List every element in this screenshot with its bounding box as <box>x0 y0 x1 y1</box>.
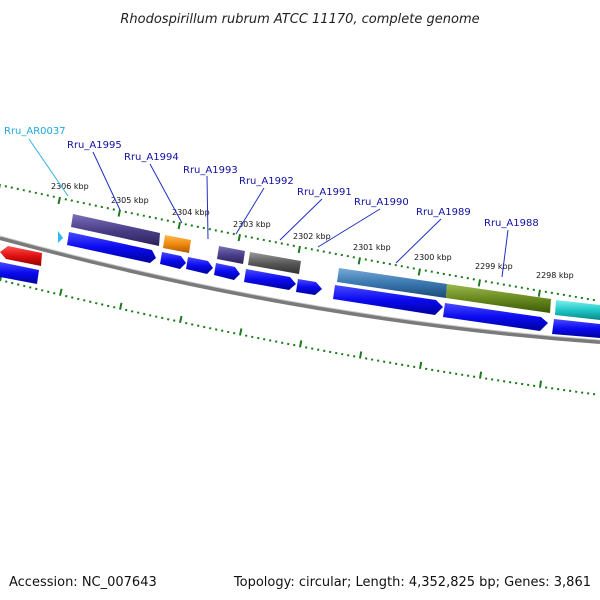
tick-label-2299: 2299 kbp <box>475 262 513 271</box>
minor-tick <box>23 284 26 288</box>
minor-tick <box>95 301 98 305</box>
major-tick <box>119 302 123 310</box>
minor-tick <box>5 280 8 283</box>
major-tick <box>359 351 363 359</box>
major-tick <box>297 245 301 254</box>
minor-tick <box>35 287 38 291</box>
outer-tick-ring <box>0 184 595 302</box>
minor-tick <box>89 300 92 303</box>
rna-marker-ar0037[interactable] <box>58 231 63 243</box>
major-tick <box>477 279 481 287</box>
minor-tick <box>71 296 74 299</box>
label-leaders <box>28 138 509 278</box>
gene-label-1989[interactable]: Rru_A1989 <box>416 207 471 218</box>
leader-1992 <box>235 187 265 235</box>
leader-1989 <box>395 218 442 264</box>
major-tick <box>177 221 181 230</box>
cds-arrow-1990[interactable] <box>333 285 443 315</box>
major-tick <box>59 288 63 296</box>
topology-text: Topology: circular; Length: 4,352,825 bp… <box>233 575 591 590</box>
gene-label-ar0037[interactable]: Rru_AR0037 <box>4 126 66 137</box>
tick-labels: 2306 kbp 2305 kbp 2304 kbp 2303 kbp 2302… <box>51 182 574 280</box>
map-title: Rhodospirillum rubrum ATCC 11170, comple… <box>120 12 479 27</box>
leader-ar0037 <box>28 138 69 197</box>
gene-label-1995[interactable]: Rru_A1995 <box>67 140 122 151</box>
major-tick <box>417 268 421 276</box>
cds-arrow-1988[interactable] <box>552 319 600 338</box>
minor-tick <box>41 289 44 292</box>
cog-feature-1995[interactable] <box>71 214 160 246</box>
major-tick <box>117 209 121 217</box>
minor-tick <box>11 281 14 285</box>
cds-arrow-1994[interactable] <box>160 252 186 269</box>
major-tick <box>237 234 241 242</box>
cog-feature-1992[interactable] <box>248 252 301 274</box>
gene-label-1992[interactable]: Rru_A1992 <box>239 176 294 187</box>
cds-arrow-1992[interactable] <box>244 269 296 290</box>
cds-arrow-1991[interactable] <box>296 279 322 295</box>
tick-label-2304: 2304 kbp <box>172 208 210 217</box>
cds-arrow-left-blue[interactable] <box>0 262 39 284</box>
gene-label-1988[interactable]: Rru_A1988 <box>484 218 539 229</box>
minor-tick <box>83 299 86 302</box>
major-tick <box>419 361 423 369</box>
cds-arrow-1993[interactable] <box>214 263 240 280</box>
major-tick <box>299 340 303 348</box>
gene-label-1994[interactable]: Rru_A1994 <box>124 152 179 163</box>
tick-label-2298: 2298 kbp <box>536 271 574 280</box>
tick-label-2305: 2305 kbp <box>111 196 149 205</box>
cog-feature-1994[interactable] <box>163 235 191 253</box>
cds-arrow-1989[interactable] <box>443 303 548 331</box>
cog-feature-1990[interactable] <box>337 268 447 298</box>
cds-arrow-1995[interactable] <box>67 232 156 263</box>
inner-tick-ring <box>0 273 596 396</box>
cog-track <box>71 214 600 320</box>
cds-track-forward <box>67 232 600 338</box>
gene-labels: Rru_AR0037 Rru_A1995 Rru_A1994 Rru_A1993… <box>4 126 539 229</box>
cog-feature-1989[interactable] <box>446 284 551 313</box>
major-tick <box>357 257 361 265</box>
gene-label-1991[interactable]: Rru_A1991 <box>297 187 352 198</box>
minor-tick <box>53 292 56 295</box>
major-tick <box>537 289 541 297</box>
cog-feature-1988[interactable] <box>555 300 600 320</box>
major-tick <box>539 380 542 388</box>
major-tick <box>239 328 243 336</box>
tick-label-2306: 2306 kbp <box>51 182 89 191</box>
cds-arrow-1993a[interactable] <box>186 257 213 274</box>
major-tick <box>179 315 183 324</box>
tick-label-2300: 2300 kbp <box>414 253 452 262</box>
gene-label-1993[interactable]: Rru_A1993 <box>183 165 238 176</box>
tick-label-2302: 2302 kbp <box>293 232 331 241</box>
cds-arrow-red[interactable] <box>0 246 42 266</box>
leader-1988 <box>501 229 509 278</box>
minor-tick <box>47 290 50 294</box>
minor-tick <box>29 286 32 289</box>
accession-text: Accession: NC_007643 <box>9 575 157 590</box>
minor-tick <box>65 294 68 298</box>
cog-feature-1993[interactable] <box>217 246 245 264</box>
major-tick <box>479 371 483 379</box>
cds-track-left <box>0 231 63 284</box>
tick-label-2301: 2301 kbp <box>353 243 391 252</box>
minor-tick <box>77 297 80 301</box>
leader-1991 <box>279 198 323 241</box>
leader-1995 <box>92 151 121 211</box>
tick-label-2303: 2303 kbp <box>233 220 271 229</box>
minor-tick <box>17 283 20 286</box>
major-tick <box>57 196 61 205</box>
leader-1990 <box>317 208 381 248</box>
leader-1993 <box>206 175 209 240</box>
gene-label-1990[interactable]: Rru_A1990 <box>354 197 409 208</box>
genome-backbone <box>0 236 600 344</box>
leader-1994 <box>149 163 183 224</box>
